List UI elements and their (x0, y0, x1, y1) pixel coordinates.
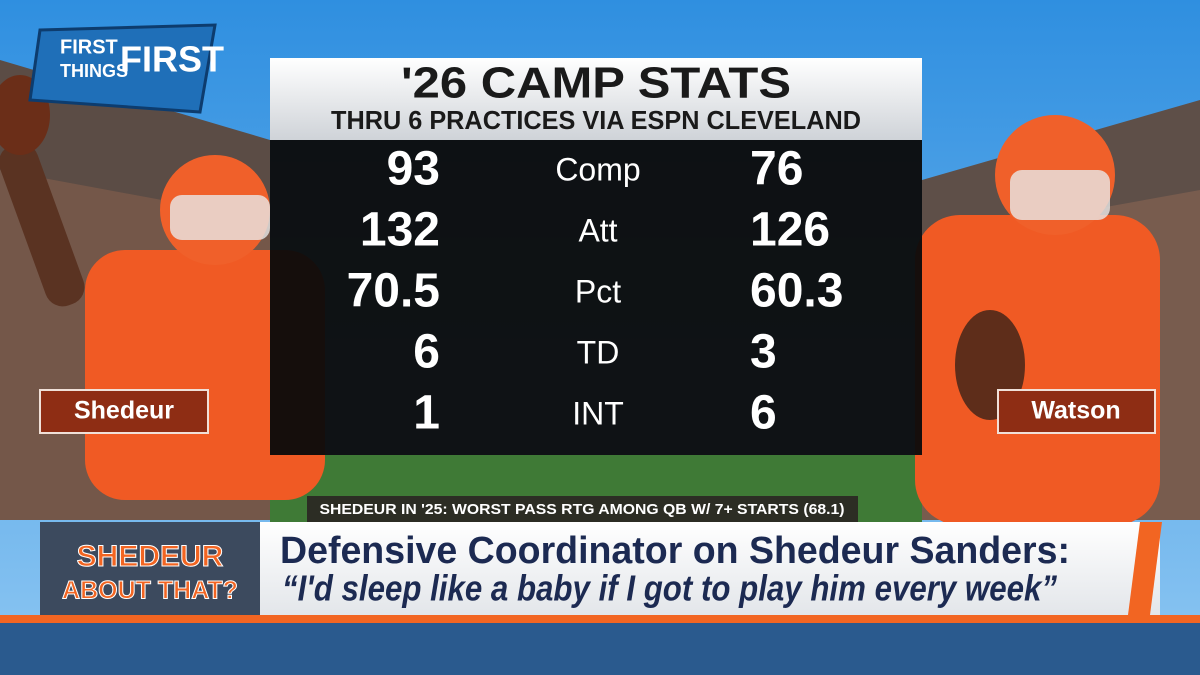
stat-right: 60.3 (750, 265, 843, 318)
stats-header (270, 58, 922, 140)
stat-label: Pct (575, 273, 621, 309)
stat-left: 70.5 (347, 265, 440, 318)
name-tag (997, 389, 1156, 434)
stats-body (270, 140, 922, 455)
player-name: Shedeur (74, 397, 174, 425)
stat-right: 3 (750, 326, 777, 379)
name-tag (39, 389, 209, 434)
stats-subtitle: THRU 6 PRACTICES VIA ESPN CLEVELAND (331, 105, 861, 135)
stat-right: 126 (750, 204, 830, 257)
stat-left: 6 (413, 326, 440, 379)
stat-right: 6 (750, 387, 777, 440)
bottom-band (0, 615, 1200, 675)
accent-stripe (0, 615, 1200, 623)
headline-quote: “I'd sleep like a baby if I got to play … (282, 568, 1057, 609)
note-text: SHEDEUR IN '25: WORST PASS RTG AMONG QB … (320, 501, 845, 518)
stat-left: 1 (413, 387, 440, 440)
segment-panel (40, 522, 260, 615)
stat-label: Comp (555, 151, 640, 187)
stat-left: 132 (360, 204, 440, 257)
show-logo: FIRST THINGS FIRST (28, 23, 224, 114)
headline: Defensive Coordinator on Shedeur Sanders… (280, 530, 1070, 572)
stat-label: INT (572, 395, 624, 431)
stat-left: 93 (387, 143, 440, 196)
segment-title: SHEDEUR (77, 540, 224, 573)
logo-text: THINGS (60, 61, 128, 81)
headline-panel (240, 522, 1160, 615)
player-right (915, 115, 1160, 525)
stat-right: 76 (750, 143, 803, 196)
player-left (0, 75, 325, 500)
player-name: Watson (1031, 397, 1120, 425)
note-bar (307, 496, 858, 522)
logo-text: FIRST (120, 39, 224, 80)
stat-label: Att (578, 212, 617, 248)
stats-title: '26 CAMP STATS (401, 59, 791, 108)
accent-stripe (1128, 522, 1162, 615)
segment-title: ABOUT THAT? (62, 577, 238, 605)
stat-label: TD (577, 334, 620, 370)
logo-text: FIRST (60, 36, 118, 58)
